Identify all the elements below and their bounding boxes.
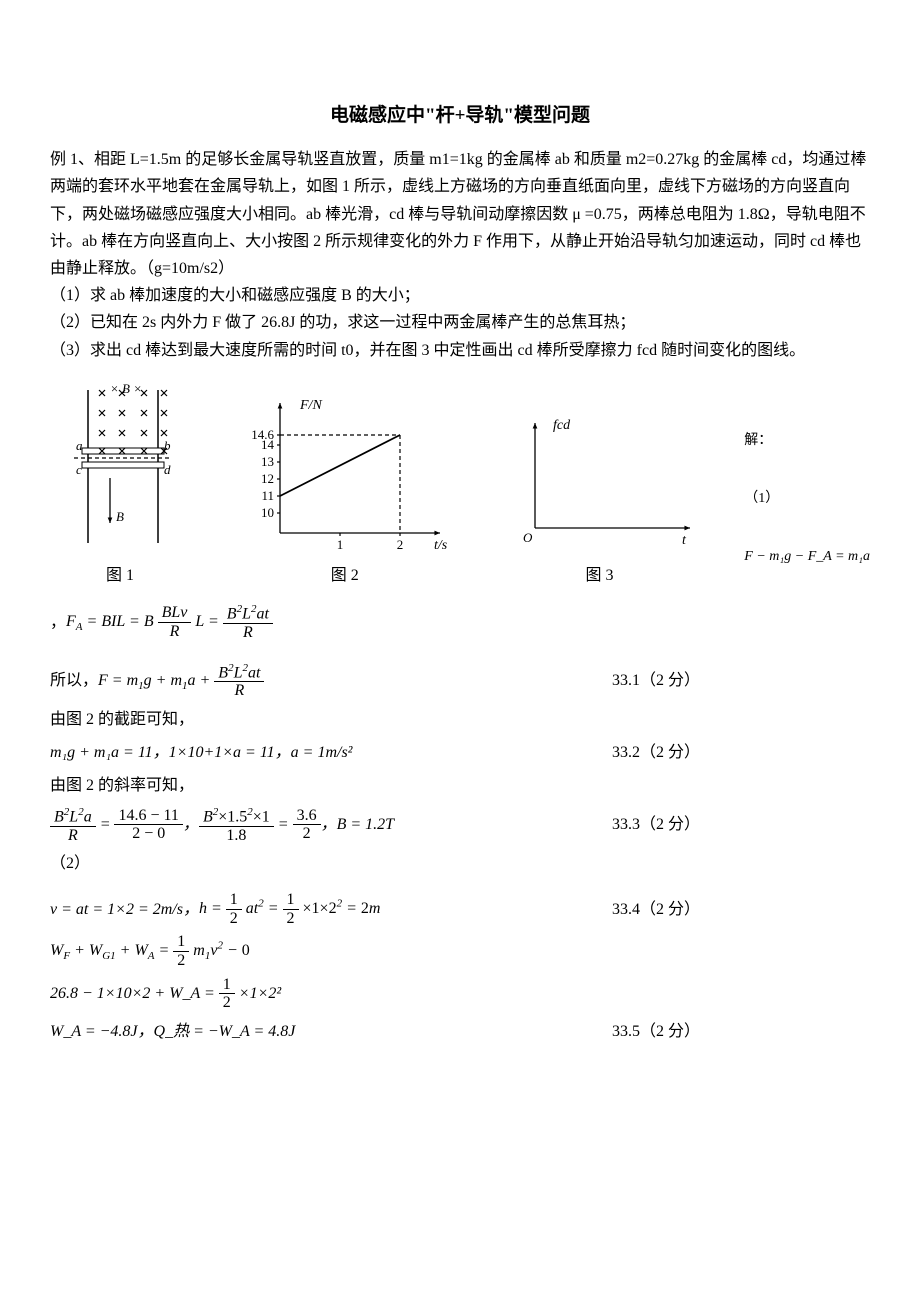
- svg-text:1: 1: [337, 537, 344, 552]
- eq-slope: B2L2aR = 14.6 − 112 − 0: [50, 806, 183, 845]
- eq-intercept-a: m₁g + m₁a = 11: [50, 739, 153, 766]
- svg-text:F/N: F/N: [299, 398, 322, 413]
- figure-3: fcd t O 图 3: [500, 408, 700, 589]
- svg-text:t/s: t/s: [434, 538, 448, 553]
- figure-2: F/Nt/s101112131414.612 图 2: [235, 388, 455, 589]
- svg-text:11: 11: [261, 488, 274, 503]
- formula-WA: W_A = −4.8J ，Q_热 = −W_A = 4.8J 33.5（2 分）: [50, 1018, 870, 1045]
- svg-text:fcd: fcd: [553, 418, 571, 433]
- svg-text:2: 2: [397, 537, 404, 552]
- formula-energy: WF + WG1 + WA = 12 m1v2 − 0: [50, 933, 870, 969]
- eq-WA: W_A = −4.8J: [50, 1018, 138, 1045]
- svg-text:14.6: 14.6: [251, 427, 274, 442]
- eq-slope-b: B2×1.52×11.8 = 3.62: [199, 806, 321, 845]
- formula-slope: B2L2aR = 14.6 − 112 − 0 ， B2×1.52×11.8 =…: [50, 806, 870, 845]
- score-33-1: 33.1（2 分）: [612, 667, 700, 694]
- eq-h: h = 12 at2 = 12 ×1×22 = 2m: [199, 891, 380, 927]
- annot-eq-right: F − m₁g − F_A = m₁a: [744, 545, 870, 569]
- svg-text:t: t: [682, 533, 687, 548]
- problem-statement: 例 1、相距 L=1.5m 的足够长金属导轨竖直放置，质量 m1=1kg 的金属…: [50, 146, 870, 282]
- fig1-label: 图 1: [106, 562, 134, 589]
- formula-v-h: v = at = 1×2 = 2m/s ， h = 12 at2 = 12 ×1…: [50, 891, 870, 927]
- svg-text:a: a: [76, 438, 83, 453]
- svg-text:b: b: [164, 438, 171, 453]
- question-3: （3）求出 cd 棒达到最大速度所需的时间 t0，并在图 3 中定性画出 cd …: [50, 337, 870, 364]
- fig2-label: 图 2: [331, 562, 359, 589]
- annotation-column: 解： （1） F − m₁g − F_A = m₁a: [744, 429, 870, 589]
- eq-Q: ，Q_热 = −W_A = 4.8J: [138, 1018, 296, 1045]
- question-2: （2）已知在 2s 内外力 F 做了 26.8J 的功，求这一过程中两金属棒产生…: [50, 309, 870, 336]
- figures-row: × B ×abcdB 图 1 F/Nt/s101112131414.612 图 …: [50, 378, 870, 589]
- svg-text:12: 12: [261, 471, 274, 486]
- figure-1: × B × a b c d B 图 1: [50, 378, 190, 589]
- svg-text:d: d: [164, 462, 171, 477]
- svg-text:B: B: [116, 509, 124, 524]
- svg-text:13: 13: [261, 454, 274, 469]
- text-intercept: 由图 2 的截距可知，: [50, 706, 870, 733]
- eq-intercept-b: ，1×10+1×a = 11，a = 1m/s²: [153, 739, 353, 766]
- eq-slope-sep1: ，: [183, 811, 199, 838]
- eq-vh-sep: ，: [183, 896, 199, 923]
- prefix-suoyi: 所以，: [50, 667, 98, 694]
- score-33-2: 33.2（2 分）: [612, 739, 700, 766]
- annot-j1: （1）: [744, 487, 870, 511]
- eq-slope-c: ，B = 1.2T: [321, 811, 394, 838]
- score-33-5: 33.5（2 分）: [612, 1018, 700, 1045]
- svg-text:c: c: [76, 462, 82, 477]
- formula-intercept: m₁g + m₁a = 11 ，1×10+1×a = 11，a = 1m/s² …: [50, 739, 870, 766]
- formula-numeric: 26.8 − 1×10×2 + W_A = 12 ×1×2²: [50, 976, 870, 1012]
- svg-text:10: 10: [261, 505, 274, 520]
- lead-comma: ，: [50, 609, 66, 636]
- page-title: 电磁感应中"杆+导轨"模型问题: [50, 100, 870, 132]
- annot-jie: 解：: [744, 429, 870, 453]
- score-33-3: 33.3（2 分）: [612, 811, 700, 838]
- part-2-label: （2）: [50, 850, 870, 877]
- fig3-label: 图 3: [586, 562, 614, 589]
- formula-FA: ， FA = BIL = B BLvR L = B2L2atR: [50, 603, 870, 642]
- question-1: （1）求 ab 棒加速度的大小和磁感应强度 B 的大小；: [50, 282, 870, 309]
- formula-F-eq: F = m1g + m1a + B2L2atR: [98, 662, 264, 701]
- eq-numeric: 26.8 − 1×10×2 + W_A = 12 ×1×2²: [50, 976, 281, 1012]
- eq-energy: WF + WG1 + WA = 12 m1v2 − 0: [50, 933, 250, 969]
- formula-F: 所以， F = m1g + m1a + B2L2atR 33.1（2 分）: [50, 662, 870, 701]
- svg-text:O: O: [523, 530, 533, 545]
- formula-FA-eq: FA = BIL = B BLvR L = B2L2atR: [66, 603, 273, 642]
- svg-text:× B ×: × B ×: [110, 381, 142, 396]
- text-slope: 由图 2 的斜率可知，: [50, 772, 870, 799]
- eq-v: v = at = 1×2 = 2m/s: [50, 896, 183, 923]
- score-33-4: 33.4（2 分）: [612, 896, 700, 923]
